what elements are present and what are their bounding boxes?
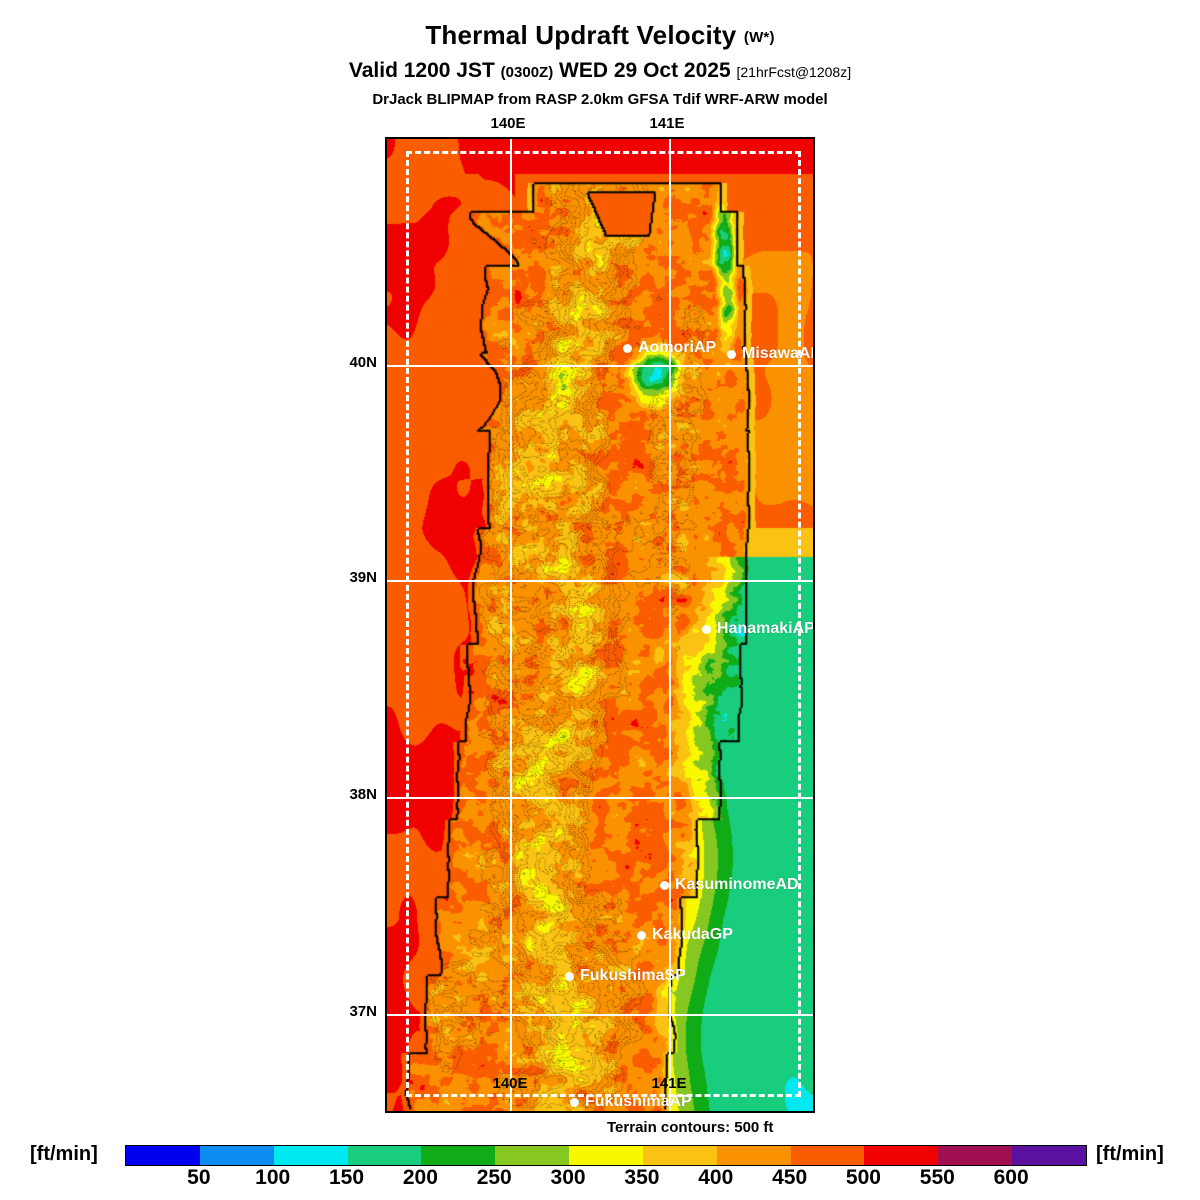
colorbar-unit-right: [ft/min] [1096,1143,1164,1165]
colorbar-tick-200: 200 [402,1166,438,1189]
colorbar-ticks: 50 100 150 200 250 300 350 400 450 500 550 600 [125,1166,1085,1192]
lon-label-bottom-140E: 140E [492,1075,528,1092]
station-dot-icon [565,971,574,981]
colorbar-band-1 [199,1146,274,1165]
colorbar-band-3 [347,1146,422,1165]
colorbar-tick-550: 550 [919,1166,955,1189]
colorbar-scale[interactable] [125,1145,1087,1166]
graticule-lat-2 [387,797,813,799]
terrain-contour-note: Terrain contours: 500 ft [607,1119,774,1136]
station-label: MisawaAD [742,345,815,362]
lat-label-left-40N: 40N [349,354,377,371]
lon-label-top-141E: 141E [649,115,685,132]
colorbar-band-2 [273,1146,348,1165]
station-fukushimasp: FukushimaSP [565,967,686,985]
station-dot-icon [702,624,711,634]
model-domain-box [406,151,801,1097]
station-label: FukushimaSP [580,967,686,984]
colorbar-band-5 [495,1146,570,1165]
thermal-updraft-heatmap [387,139,813,1111]
graticule-lat-3 [387,1014,813,1016]
lat-label-left-38N: 38N [349,786,377,803]
station-dot-icon [637,930,646,940]
station-dot-icon [570,1097,579,1107]
station-dot-icon [623,343,632,353]
colorbar-tick-400: 400 [698,1166,734,1189]
lon-label-top-140E: 140E [490,115,526,132]
station-dot-icon [660,880,669,890]
station-kakudagp: KakudaGP [637,926,733,944]
colorbar-band-4 [421,1146,496,1165]
graticule-lat-0 [387,365,813,367]
forecast-map[interactable]: AomoriAP MisawaAD HanamakiAP KasuminomeAD Ka… [385,137,815,1113]
page-title-parameter: (W*) [743,29,775,46]
colorbar-tick-500: 500 [845,1166,881,1189]
colorbar-tick-450: 450 [772,1166,808,1189]
station-label: KakudaGP [652,926,733,943]
valid-time-local: Valid 1200 JST [348,59,495,82]
graticule-lon-1 [669,139,671,1111]
station-kasuminomead: KasuminomeAD [660,876,799,894]
colorbar-tick-250: 250 [476,1166,512,1189]
colorbar-band-0 [126,1146,200,1165]
colorbar-band-12 [1012,1146,1086,1165]
colorbar-band-6 [569,1146,643,1165]
colorbar-block: [ft/min] 50 100 150 200 250 300 350 400 450 500 55… [0,1140,1200,1200]
forecast-tag: [21hrFcst@1208z] [736,64,852,80]
station-hanamakiap: HanamakiAP [702,620,815,638]
graticule-lon-0 [510,139,512,1111]
colorbar-band-8 [716,1146,791,1165]
colorbar-band-7 [642,1146,717,1165]
page-title-text: Thermal Updraft Velocity [425,20,737,50]
station-label: FukushimaAP [585,1093,692,1110]
colorbar-band-10 [864,1146,939,1165]
colorbar-band-11 [938,1146,1013,1165]
model-source-line: DrJack BLIPMAP from RASP 2.0km GFSA Tdif… [372,91,828,108]
page-title: Thermal Updraft Velocity (W*) [0,22,1200,48]
lon-label-bottom-141E: 141E [651,1075,687,1092]
graticule-lat-1 [387,580,813,582]
station-dot-icon [727,349,736,359]
station-misawaad: MisawaAD [727,345,815,363]
lat-label-left-39N: 39N [349,569,377,586]
station-aomoriap: AomoriAP [623,339,716,357]
station-label: KasuminomeAD [675,876,799,893]
header-block: Thermal Updraft Velocity (W*) Valid 1200… [0,0,1200,107]
lat-label-left-37N: 37N [349,1003,377,1020]
station-fukushimaap: FukushimaAP [570,1093,692,1111]
valid-time-utc: (0300Z) [500,64,554,81]
station-label: AomoriAP [638,339,717,356]
colorbar-tick-350: 350 [624,1166,660,1189]
colorbar-tick-100: 100 [255,1166,291,1189]
colorbar-tick-50: 50 [187,1166,211,1189]
station-label: HanamakiAP [717,620,815,637]
valid-date: WED 29 Oct 2025 [559,59,731,82]
valid-time-line: Valid 1200 JST (0300Z) WED 29 Oct 2025 [… [0,60,1200,81]
colorbar-tick-300: 300 [550,1166,586,1189]
colorbar-unit-left: [ft/min] [30,1143,98,1165]
colorbar-band-9 [790,1146,865,1165]
colorbar-tick-150: 150 [329,1166,365,1189]
colorbar-tick-600: 600 [993,1166,1029,1189]
